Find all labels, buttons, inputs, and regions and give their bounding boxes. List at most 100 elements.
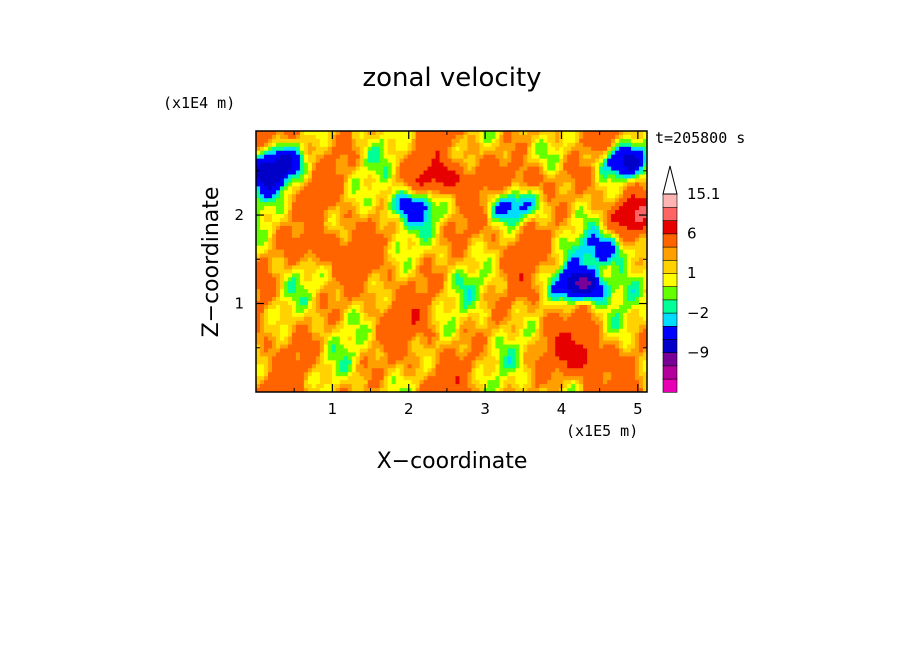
field-cell: [359, 131, 365, 136]
field-cell: [547, 194, 552, 199]
field-cell: [531, 198, 536, 203]
field-cell: [643, 142, 647, 148]
field-cell: [335, 166, 341, 172]
field-cell: [495, 308, 500, 314]
field-cell: [315, 154, 321, 160]
field-cell: [399, 170, 405, 176]
field-cell: [287, 249, 293, 255]
field-cell: [339, 221, 345, 227]
field-cell: [459, 131, 465, 136]
field-cell: [603, 265, 608, 270]
field-cell: [271, 138, 277, 144]
field-cell: [559, 174, 564, 180]
field-cell: [535, 166, 540, 172]
field-cell: [355, 305, 361, 310]
field-cell: [459, 178, 465, 183]
field-cell: [451, 265, 457, 270]
field-cell: [263, 312, 269, 318]
field-cell: [543, 150, 548, 156]
field-cell: [623, 233, 628, 239]
field-cell: [327, 328, 333, 334]
field-cell: [531, 293, 536, 298]
field-cell: [283, 257, 289, 263]
field-cell: [455, 324, 461, 330]
field-cell: [555, 229, 560, 235]
field-cell: [603, 202, 608, 207]
field-cell: [511, 194, 516, 199]
field-cell: [335, 241, 341, 247]
field-cell: [371, 324, 377, 330]
field-cell: [323, 297, 329, 302]
field-cell: [415, 308, 421, 314]
field-cell: [343, 245, 349, 251]
field-cell: [319, 312, 325, 318]
field-cell: [635, 277, 640, 282]
field-cell: [623, 301, 628, 306]
field-cell: [283, 210, 289, 215]
field-cell: [359, 261, 365, 267]
field-cell: [275, 162, 281, 168]
field-cell: [547, 170, 552, 176]
field-cell: [256, 174, 261, 180]
field-cell: [271, 182, 277, 187]
field-cell: [295, 214, 301, 219]
field-cell: [491, 297, 496, 302]
field-cell: [495, 131, 500, 136]
field-cell: [371, 154, 377, 160]
field-cell: [311, 142, 317, 148]
field-cell: [291, 221, 297, 227]
field-cell: [471, 154, 477, 160]
field-cell: [559, 237, 564, 243]
field-cell: [511, 182, 516, 187]
field-cell: [587, 229, 592, 235]
field-cell: [599, 312, 604, 318]
field-cell: [399, 324, 405, 330]
field-cell: [547, 162, 552, 168]
field-cell: [355, 206, 361, 211]
field-cell: [419, 285, 425, 290]
field-cell: [355, 229, 361, 235]
field-cell: [427, 233, 433, 239]
field-cell: [419, 206, 425, 211]
field-cell: [511, 257, 516, 263]
field-cell: [399, 142, 405, 148]
field-cell: [435, 218, 441, 223]
field-cell: [383, 269, 389, 274]
field-cell: [311, 206, 317, 211]
field-cell: [327, 277, 333, 282]
field-cell: [391, 166, 397, 172]
field-cell: [527, 320, 532, 326]
field-cell: [567, 245, 572, 251]
field-cell: [279, 142, 285, 148]
field-cell: [403, 138, 409, 144]
field-cell: [363, 249, 369, 255]
field-cell: [471, 190, 477, 195]
field-cell: [375, 316, 381, 322]
field-cell: [535, 245, 540, 251]
field-cell: [539, 289, 544, 294]
field-cell: [275, 214, 281, 219]
field-cell: [327, 316, 333, 322]
field-cell: [491, 162, 496, 168]
field-cell: [643, 273, 647, 278]
field-cell: [527, 328, 532, 334]
field-cell: [635, 245, 640, 251]
field-cell: [491, 328, 496, 334]
field-cell: [379, 233, 385, 239]
field-cell: [275, 281, 281, 286]
field-cell: [627, 241, 632, 247]
field-cell: [451, 178, 457, 183]
field-cell: [411, 206, 417, 211]
field-cell: [523, 229, 528, 235]
field-cell: [275, 198, 281, 203]
field-cell: [271, 170, 277, 176]
field-cell: [419, 320, 425, 326]
field-cell: [339, 210, 345, 215]
field-cell: [547, 214, 552, 219]
field-cell: [475, 277, 481, 282]
field-cell: [595, 214, 600, 219]
field-cell: [271, 241, 277, 247]
field-cell: [323, 233, 329, 239]
field-cell: [355, 281, 361, 286]
field-cell: [495, 150, 500, 156]
